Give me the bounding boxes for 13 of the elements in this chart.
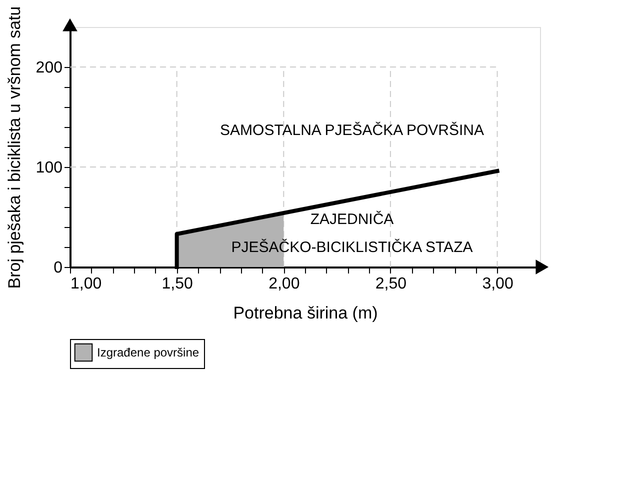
annotation: SAMOSTALNA PJEŠAČKA POVRŠINA [220, 121, 484, 140]
y-tick-label: 100 [36, 160, 63, 176]
annotation: ZAJEDNIČA PJEŠAČKO-BICIKLISTIČKA STAZA [231, 210, 473, 256]
x-tick-label: 2,50 [375, 276, 407, 292]
x-tick-label: 1,00 [70, 276, 102, 292]
y-axis-title: Broj pješaka i biciklista u vršnom satu [4, 6, 24, 289]
y-tick-label: 200 [36, 60, 63, 76]
y-tick-label: 0 [54, 260, 63, 276]
x-tick-label: 3,00 [482, 276, 514, 292]
x-tick-label: 1,50 [162, 276, 193, 292]
x-axis-title: Potrebna širina (m) [233, 304, 378, 322]
x-tick-label: 2,00 [268, 276, 300, 292]
legend-label: Izgrađene površine [97, 346, 200, 360]
